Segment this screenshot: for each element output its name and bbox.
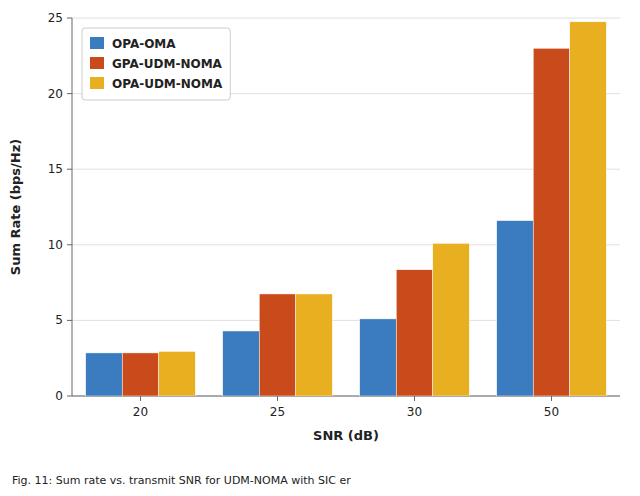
y-tick-label: 10 (48, 238, 63, 252)
bar (433, 243, 470, 396)
bar (396, 270, 433, 396)
x-tick-label: 30 (407, 405, 422, 419)
bar (223, 331, 260, 396)
y-tick-label: 5 (55, 313, 63, 327)
y-tick (67, 18, 72, 19)
bar (86, 353, 123, 396)
grid (72, 18, 620, 396)
legend-swatch (90, 37, 104, 49)
legend: OPA-OMA GPA-UDM-NOMA OPA-UDM-NOMA (82, 28, 230, 100)
y-tick (67, 320, 72, 321)
x-tick (414, 396, 415, 401)
x-tick-label: 50 (544, 405, 559, 419)
y-tick (67, 244, 72, 245)
y-tick (67, 93, 72, 94)
bar-series (86, 221, 534, 396)
y-axis-label: Sum Rate (bps/Hz) (8, 139, 23, 275)
caption: Fig. 11: Sum rate vs. transmit SNR for U… (12, 474, 351, 487)
legend-box (82, 28, 230, 100)
axes: 0 5 10 15 20 25 20 25 30 50 (48, 11, 620, 419)
x-tick (551, 396, 552, 401)
grid-line (72, 18, 620, 19)
bar (360, 319, 397, 396)
chart-svg: 0 5 10 15 20 25 20 25 30 50 SNR (dB) Sum Rate (bps/… (0, 0, 640, 496)
y-tick-label: 0 (55, 389, 63, 403)
x-axis-label: SNR (dB) (313, 428, 379, 443)
bar (122, 353, 159, 396)
x-tick-label: 25 (270, 405, 285, 419)
bar (570, 22, 607, 396)
y-tick (67, 169, 72, 170)
y-tick-label: 15 (48, 162, 63, 176)
legend-swatch (90, 77, 104, 89)
x-tick (140, 396, 141, 401)
bar (159, 351, 196, 396)
bar (497, 221, 534, 396)
chart-container: 0 5 10 15 20 25 20 25 30 50 SNR (dB) Sum Rate (bps/… (0, 0, 640, 496)
bars (86, 22, 607, 396)
legend-label: OPA-OMA (112, 37, 176, 51)
x-tick (277, 396, 278, 401)
x-tick-label: 20 (133, 405, 148, 419)
bar (533, 48, 570, 396)
legend-label: GPA-UDM-NOMA (112, 57, 223, 71)
y-axis-line (72, 18, 73, 396)
y-tick-label: 25 (48, 11, 63, 25)
y-tick-label: 20 (48, 87, 63, 101)
y-tick (67, 396, 72, 397)
legend-swatch (90, 57, 104, 69)
legend-label: OPA-UDM-NOMA (112, 77, 223, 91)
bar (296, 294, 333, 396)
bar (259, 294, 296, 396)
